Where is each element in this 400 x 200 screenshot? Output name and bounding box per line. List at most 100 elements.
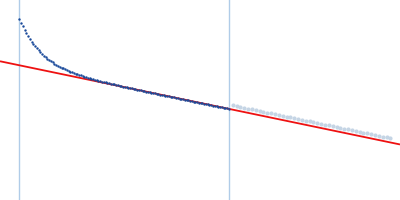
Point (120, 85, 126, 88)
Point (341, 127, 348, 130)
Point (368, 133, 374, 136)
Point (136, 88, 142, 92)
Point (85, 76, 91, 79)
Point (383, 136, 390, 139)
Point (36, 49, 42, 52)
Point (272, 113, 278, 116)
Point (118, 85, 124, 88)
Point (310, 121, 317, 124)
Point (364, 132, 370, 135)
Point (204, 103, 211, 106)
Point (291, 117, 298, 120)
Point (203, 102, 209, 106)
Point (83, 76, 89, 79)
Point (23, 32, 30, 35)
Point (178, 97, 184, 101)
Point (37, 51, 44, 54)
Point (30, 42, 36, 46)
Point (111, 83, 118, 86)
Point (345, 128, 351, 131)
Point (130, 87, 137, 90)
Point (171, 96, 178, 99)
Point (176, 97, 183, 100)
Point (198, 101, 204, 105)
Point (95, 79, 102, 82)
Point (189, 100, 195, 103)
Point (162, 94, 169, 97)
Point (256, 109, 263, 113)
Point (295, 117, 301, 121)
Point (226, 107, 232, 110)
Point (349, 129, 355, 132)
Point (25, 35, 31, 38)
Point (106, 82, 112, 85)
Point (78, 74, 84, 77)
Point (55, 64, 61, 67)
Point (237, 105, 244, 109)
Point (41, 54, 47, 57)
Point (196, 101, 202, 104)
Point (194, 101, 200, 104)
Point (157, 93, 163, 96)
Point (100, 80, 107, 84)
Point (245, 107, 251, 110)
Point (287, 116, 294, 119)
Point (169, 95, 176, 99)
Point (318, 122, 324, 125)
Point (187, 99, 193, 102)
Point (129, 87, 135, 90)
Point (155, 93, 162, 96)
Point (76, 73, 82, 76)
Point (376, 134, 382, 137)
Point (352, 129, 359, 133)
Point (18, 21, 24, 24)
Point (62, 68, 68, 71)
Point (132, 88, 139, 91)
Point (152, 92, 158, 95)
Point (125, 86, 132, 89)
Point (32, 45, 38, 48)
Point (183, 98, 190, 102)
Point (306, 120, 313, 123)
Point (48, 60, 54, 63)
Point (21, 28, 28, 32)
Point (104, 81, 110, 84)
Point (88, 77, 95, 80)
Point (97, 79, 104, 83)
Point (46, 58, 52, 62)
Point (65, 69, 72, 72)
Point (150, 91, 156, 95)
Point (90, 78, 96, 81)
Point (141, 90, 148, 93)
Point (249, 108, 255, 111)
Point (94, 79, 100, 82)
Point (138, 89, 144, 92)
Point (116, 84, 123, 87)
Point (146, 91, 153, 94)
Point (50, 61, 56, 64)
Point (124, 86, 130, 89)
Point (154, 92, 160, 95)
Point (337, 126, 344, 129)
Point (143, 90, 149, 93)
Point (51, 62, 58, 65)
Point (64, 69, 70, 72)
Point (217, 105, 223, 109)
Point (276, 113, 282, 117)
Point (180, 98, 186, 101)
Point (74, 73, 80, 76)
Point (241, 106, 248, 109)
Point (268, 112, 274, 115)
Point (213, 105, 220, 108)
Point (108, 82, 114, 85)
Point (115, 84, 121, 87)
Point (81, 75, 88, 78)
Point (356, 130, 363, 133)
Point (302, 119, 309, 122)
Point (230, 104, 236, 107)
Point (44, 57, 51, 60)
Point (92, 78, 98, 81)
Point (333, 125, 340, 129)
Point (67, 70, 74, 73)
Point (322, 123, 328, 126)
